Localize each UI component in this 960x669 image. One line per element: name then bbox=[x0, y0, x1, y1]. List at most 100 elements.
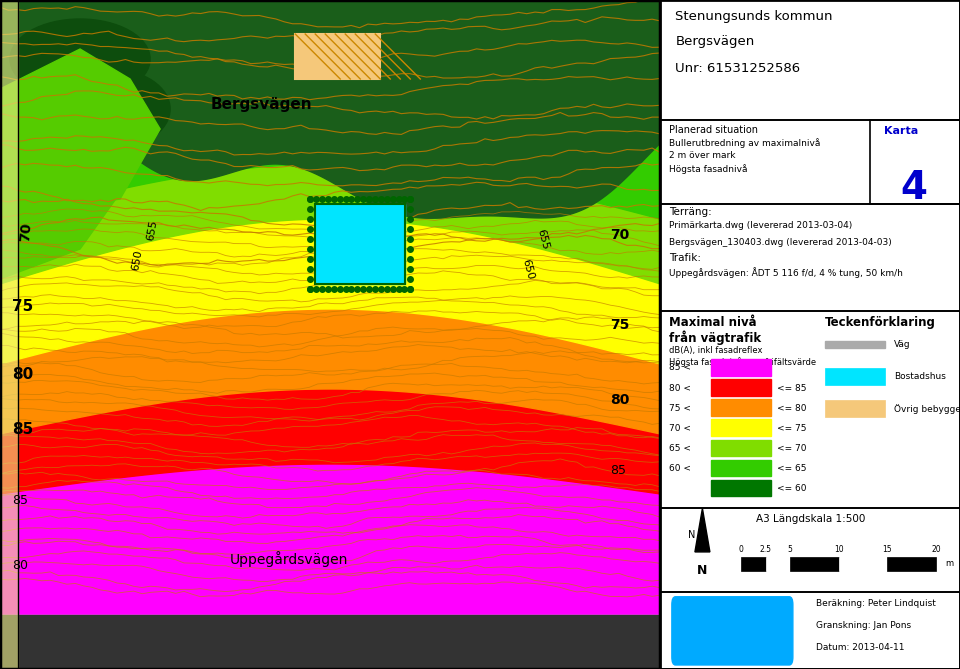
Bar bbox=[711, 359, 771, 376]
Ellipse shape bbox=[10, 19, 150, 99]
Text: 70 <: 70 < bbox=[669, 423, 691, 433]
Bar bbox=[0, 0, 18, 669]
Text: Terräng:: Terräng: bbox=[669, 207, 712, 217]
Polygon shape bbox=[0, 609, 660, 669]
Text: Bergsvägen: Bergsvägen bbox=[676, 35, 755, 47]
Text: från vägtrafik: från vägtrafik bbox=[669, 330, 761, 345]
Text: 85: 85 bbox=[12, 494, 28, 507]
Text: Högsta fasadnivå som frifältsvärde: Högsta fasadnivå som frifältsvärde bbox=[669, 357, 817, 367]
Polygon shape bbox=[0, 49, 160, 219]
Text: Bergsvägen: Bergsvägen bbox=[210, 97, 312, 112]
Bar bbox=[711, 480, 771, 496]
Text: RAMBOLL: RAMBOLL bbox=[695, 624, 770, 637]
Text: 20: 20 bbox=[931, 545, 941, 554]
Text: <= 60: <= 60 bbox=[778, 484, 806, 493]
Text: 650: 650 bbox=[131, 249, 144, 271]
Text: Beräkning: Peter Lindquist: Beräkning: Peter Lindquist bbox=[816, 599, 936, 607]
Text: m: m bbox=[945, 559, 953, 568]
Text: 70: 70 bbox=[611, 228, 630, 242]
FancyBboxPatch shape bbox=[672, 597, 793, 665]
Text: Maximal nivå: Maximal nivå bbox=[669, 316, 757, 328]
Text: N: N bbox=[697, 564, 708, 577]
Bar bbox=[826, 400, 885, 417]
Bar bbox=[711, 399, 771, 416]
Text: Uppegårdsvägen: Uppegårdsvägen bbox=[230, 551, 348, 567]
Bar bbox=[887, 557, 936, 571]
Polygon shape bbox=[0, 0, 660, 218]
Text: N: N bbox=[688, 531, 696, 540]
Text: Primärkarta.dwg (levererad 2013-03-04): Primärkarta.dwg (levererad 2013-03-04) bbox=[669, 221, 852, 230]
Text: Stenungsunds kommun: Stenungsunds kommun bbox=[676, 10, 833, 23]
Text: Planerad situation: Planerad situation bbox=[669, 125, 758, 135]
Polygon shape bbox=[0, 534, 660, 561]
Bar bbox=[711, 419, 771, 436]
Polygon shape bbox=[695, 508, 709, 552]
Polygon shape bbox=[0, 389, 660, 494]
Text: <= 65: <= 65 bbox=[778, 464, 806, 473]
Bar bbox=[315, 204, 405, 284]
Bar bbox=[826, 341, 885, 348]
Text: 60 <: 60 < bbox=[669, 464, 691, 473]
Text: Unr: 61531252586: Unr: 61531252586 bbox=[676, 62, 801, 74]
Text: 655: 655 bbox=[145, 219, 158, 241]
Text: Högsta fasadnivå: Högsta fasadnivå bbox=[669, 164, 748, 174]
Bar bbox=[660, 508, 960, 592]
Text: 85 <: 85 < bbox=[669, 363, 691, 373]
Bar bbox=[839, 557, 887, 571]
Bar bbox=[711, 460, 771, 476]
Bar bbox=[870, 120, 960, 204]
Bar bbox=[660, 204, 960, 311]
Text: Trafik:: Trafik: bbox=[669, 253, 702, 263]
Bar bbox=[296, 34, 380, 79]
Text: 5: 5 bbox=[787, 545, 792, 554]
Text: 65 <: 65 < bbox=[669, 444, 691, 453]
Bar bbox=[0, 0, 18, 669]
Text: Granskning: Jan Pons: Granskning: Jan Pons bbox=[816, 621, 911, 630]
Text: Övrig bebyggelse: Övrig bebyggelse bbox=[894, 404, 960, 413]
Text: Datum: 2013-04-11: Datum: 2013-04-11 bbox=[816, 643, 904, 652]
Text: 4: 4 bbox=[900, 169, 927, 207]
Text: 85: 85 bbox=[611, 464, 627, 477]
Text: 75: 75 bbox=[12, 299, 34, 314]
Text: 80 <: 80 < bbox=[669, 383, 691, 393]
Text: 80: 80 bbox=[12, 367, 34, 382]
Bar bbox=[315, 204, 405, 284]
Text: 70: 70 bbox=[18, 221, 34, 242]
Text: Bergsvägen_130403.dwg (levererad 2013-04-03): Bergsvägen_130403.dwg (levererad 2013-04… bbox=[669, 238, 892, 247]
Polygon shape bbox=[0, 464, 660, 614]
Text: Väg: Väg bbox=[894, 340, 911, 349]
Text: 80: 80 bbox=[611, 393, 630, 407]
Text: 80: 80 bbox=[12, 559, 28, 572]
Text: 655: 655 bbox=[536, 228, 550, 251]
Text: Karta: Karta bbox=[883, 126, 918, 136]
Polygon shape bbox=[0, 309, 660, 434]
Bar bbox=[711, 440, 771, 456]
Text: 75 <: 75 < bbox=[669, 403, 691, 413]
Bar bbox=[660, 311, 960, 508]
Text: dB(A), inkl fasadreflex: dB(A), inkl fasadreflex bbox=[669, 346, 763, 355]
Text: A3 Längdskala 1:500: A3 Längdskala 1:500 bbox=[756, 514, 866, 524]
Bar bbox=[766, 557, 790, 571]
Text: Uppegårdsvägen: ÅDT 5 116 f/d, 4 % tung, 50 km/h: Uppegårdsvägen: ÅDT 5 116 f/d, 4 % tung,… bbox=[669, 268, 903, 278]
Polygon shape bbox=[0, 219, 660, 364]
Text: <= 85: <= 85 bbox=[778, 383, 806, 393]
Bar bbox=[711, 379, 771, 396]
Bar bbox=[826, 368, 885, 385]
Text: 10: 10 bbox=[834, 545, 844, 554]
Polygon shape bbox=[0, 99, 660, 219]
Bar bbox=[660, 0, 960, 120]
Polygon shape bbox=[0, 129, 131, 279]
Text: 2 m över mark: 2 m över mark bbox=[669, 151, 736, 160]
Text: <= 70: <= 70 bbox=[778, 444, 806, 453]
Text: 75: 75 bbox=[611, 318, 630, 332]
Polygon shape bbox=[0, 164, 660, 284]
Text: 2.5: 2.5 bbox=[759, 545, 772, 554]
Text: <= 80: <= 80 bbox=[778, 403, 806, 413]
Text: 15: 15 bbox=[882, 545, 892, 554]
Ellipse shape bbox=[50, 69, 170, 149]
Bar bbox=[741, 557, 766, 571]
Text: <= 75: <= 75 bbox=[778, 423, 806, 433]
Bar bbox=[660, 120, 960, 204]
Bar bbox=[660, 592, 960, 669]
Text: Bostadshus: Bostadshus bbox=[894, 372, 946, 381]
